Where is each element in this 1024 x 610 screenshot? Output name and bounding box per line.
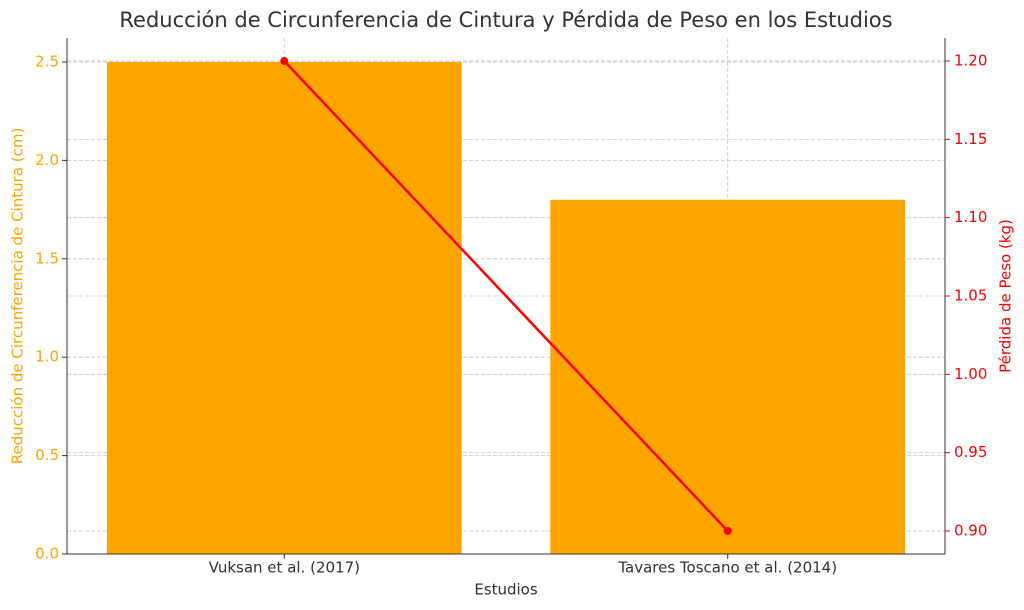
y-tick-label: 1.5 [35,249,59,267]
y2-tick-label: 0.95 [954,443,987,461]
y-tick-label: 1.0 [35,348,59,366]
point [723,526,732,535]
line [283,60,729,532]
y2-tick-label: 1.00 [954,365,987,383]
y2-tick-label: 1.05 [954,287,987,305]
y-tick-label: 2.0 [35,151,59,169]
bar [106,62,462,554]
y2-tick-label: 1.10 [954,208,987,226]
x-tick-label: Tavares Toscano et al. (2014) [617,559,837,577]
y2-tick-label: 1.20 [954,52,987,70]
point [280,57,289,66]
x-axis-label: Estudios [474,581,538,599]
x-tick-label: Vuksan et al. (2017) [209,559,360,577]
y-tick-label: 0.5 [35,446,59,464]
y-tick-label: 2.5 [35,53,59,71]
bar [550,199,906,554]
y-axis-label: Reducción de Circunferencia de Cintura (… [9,128,27,465]
y-tick-label: 0.0 [35,545,59,563]
y2-tick-label: 1.15 [954,130,987,148]
y2-tick-label: 0.90 [954,521,987,539]
chart-title: Reducción de Circunferencia de Cintura y… [119,8,892,32]
y2-axis-label: Pérdida de Peso (kg) [997,219,1015,373]
